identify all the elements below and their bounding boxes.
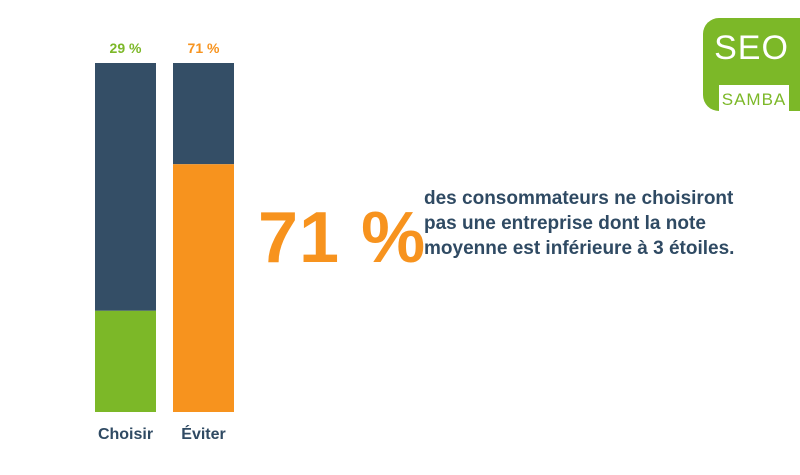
bar-1-value — [95, 310, 156, 412]
highlight-value: 71 % — [258, 198, 427, 278]
bar-2-remainder — [173, 63, 234, 165]
logo-seo-text: SEO — [714, 29, 789, 67]
bar-2-value — [173, 164, 234, 412]
bar-2-value-label: 71 % — [188, 40, 220, 56]
highlight-statement: des consommateurs ne choisiront pas une … — [424, 188, 735, 259]
bar-2-category-label: Éviter — [181, 424, 225, 443]
seo-samba-logo: SEO SAMBA — [703, 18, 800, 115]
bar-1-category-label: Choisir — [98, 426, 153, 443]
stacked-bar-chart: 29 % Choisir 71 % Éviter — [95, 40, 234, 443]
bar-1-remainder — [95, 63, 156, 311]
logo-samba-text: SAMBA — [719, 85, 789, 115]
bar-1-value-label: 29 % — [110, 40, 142, 56]
